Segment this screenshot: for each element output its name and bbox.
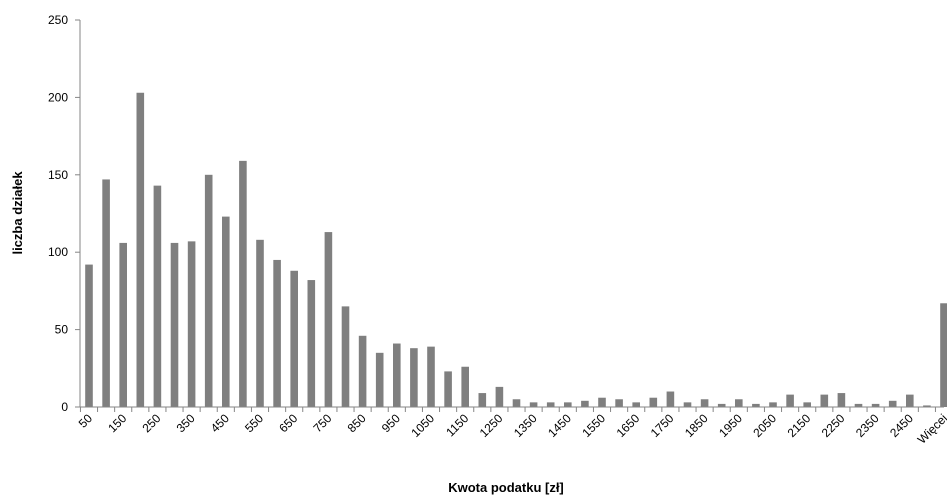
bar: [461, 366, 469, 407]
bar: [495, 386, 504, 407]
y-tick-label: 250: [48, 13, 68, 27]
bar: [239, 160, 247, 407]
x-axis-title: Kwota podatku [zł]: [448, 480, 564, 495]
bar: [307, 280, 316, 407]
bar: [204, 174, 213, 407]
bar: [290, 270, 298, 407]
axes: [79, 20, 944, 412]
bar: [170, 242, 179, 407]
bar: [888, 400, 897, 407]
x-tick-label: 1750: [648, 411, 677, 440]
y-tick-label: 150: [48, 168, 68, 182]
bar: [222, 216, 230, 407]
bar: [187, 241, 196, 407]
bar: [512, 399, 521, 407]
x-tick-label: 1250: [477, 411, 506, 440]
y-tick-label: 0: [61, 400, 68, 414]
y-tick-label: 100: [48, 245, 68, 259]
bar: [786, 394, 794, 407]
bar: [700, 399, 709, 407]
bar: [358, 335, 367, 407]
x-tick-label: 550: [242, 411, 266, 435]
bar: [529, 402, 538, 407]
bar: [478, 393, 487, 407]
x-tick-label: 150: [105, 411, 129, 435]
bar: [820, 394, 829, 407]
y-axis-title: liczba działek: [10, 171, 25, 255]
x-tick-label: 250: [139, 411, 163, 435]
bar: [683, 402, 692, 407]
bar: [393, 343, 401, 407]
bar: [871, 403, 880, 407]
bar: [854, 403, 863, 407]
bar: [410, 348, 418, 407]
y-tick-label: 200: [48, 90, 68, 104]
bar: [769, 402, 777, 407]
x-tick-label: 2450: [887, 411, 916, 440]
bar: [85, 264, 93, 407]
bar: [136, 92, 145, 407]
x-tick-label: 1950: [716, 411, 745, 440]
bar: [923, 405, 931, 407]
y-axis-ticks: 0 50 100 150 200 250: [48, 13, 80, 414]
x-tick-label: 1350: [511, 411, 540, 440]
bar: [119, 242, 127, 407]
x-tick-label: 1050: [408, 411, 437, 440]
bar: [341, 306, 350, 407]
x-tick-label: 1550: [579, 411, 608, 440]
bar: [940, 303, 947, 407]
x-tick-label: 1650: [614, 411, 643, 440]
x-tick-label: 1850: [682, 411, 711, 440]
bar: [735, 399, 743, 407]
x-tick-label: 50: [76, 411, 96, 431]
bar: [598, 397, 606, 407]
x-tick-label: Więcej: [915, 411, 947, 446]
x-tick-label: 850: [345, 411, 369, 435]
bar: [615, 399, 623, 407]
x-tick-label: 2250: [819, 411, 848, 440]
bar: [273, 259, 281, 407]
bar: [564, 402, 572, 407]
bar: [717, 403, 726, 407]
bar: [649, 397, 658, 407]
bar: [666, 391, 675, 407]
x-tick-label: 950: [379, 411, 403, 435]
x-tick-label: 2050: [750, 411, 779, 440]
bar: [444, 371, 452, 407]
x-tick-label: 2350: [853, 411, 882, 440]
x-tick-label: 350: [174, 411, 198, 435]
bar: [906, 394, 914, 407]
bar: [752, 403, 760, 407]
x-tick-label: 650: [276, 411, 300, 435]
bar: [256, 239, 264, 407]
bar: [102, 179, 110, 407]
bar: [324, 232, 333, 407]
bar: [153, 185, 162, 407]
y-tick-label: 50: [55, 323, 69, 337]
bars: [85, 92, 947, 407]
x-tick-label: 1450: [545, 411, 574, 440]
x-tick-label: 1150: [443, 411, 471, 439]
x-tick-label: 450: [208, 411, 232, 435]
x-tick-label: 2150: [785, 411, 814, 440]
x-axis-ticks: 50 150 250 350 450 550 650 750 850 950 1050 1150 125…: [76, 411, 947, 447]
bar: [581, 400, 589, 407]
bar: [803, 402, 811, 407]
bar: [375, 352, 384, 407]
bar: [427, 346, 435, 407]
bar: [632, 402, 640, 407]
bar: [546, 402, 555, 407]
x-tick-label: 750: [310, 411, 334, 435]
bar: [837, 393, 846, 407]
